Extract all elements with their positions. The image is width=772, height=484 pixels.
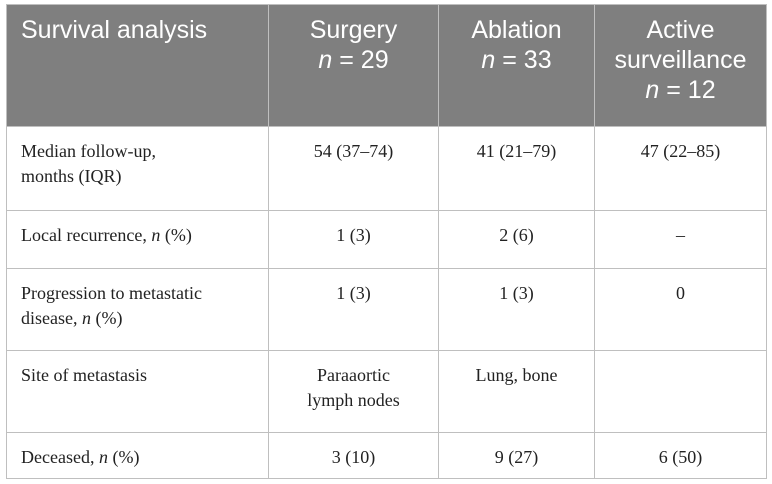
table-row: Site of metastasis Paraaortic lymph node… [6,350,767,433]
cell-ablation: 2 (6) [438,210,595,269]
row-label-followup: Median follow-up, months (IQR) [6,126,269,211]
cell-ablation: 9 (27) [438,432,595,479]
cell-active [594,350,767,433]
header-active-surveillance: Active surveillance n = 12 [594,4,767,127]
table-row: Deceased, n (%) 3 (10) 9 (27) 6 (50) [6,432,767,479]
table-row: Median follow-up, months (IQR) 54 (37–74… [6,126,767,211]
cell-active: 0 [594,268,767,351]
cell-surgery: 1 (3) [268,268,439,351]
table-row: Local recurrence, n (%) 1 (3) 2 (6) – [6,210,767,269]
cell-active: 47 (22–85) [594,126,767,211]
header-row: Survival analysis Surgery n = 29 Ablatio… [6,4,767,127]
cell-surgery: 1 (3) [268,210,439,269]
header-surgery: Surgery n = 29 [268,4,439,127]
cell-surgery: 3 (10) [268,432,439,479]
cell-surgery: 54 (37–74) [268,126,439,211]
cell-active: – [594,210,767,269]
row-label-site: Site of metastasis [6,350,269,433]
cell-ablation: 1 (3) [438,268,595,351]
cell-active: 6 (50) [594,432,767,479]
table-row: Progression to metastatic disease, n (%)… [6,268,767,351]
row-label-progression: Progression to metastatic disease, n (%) [6,268,269,351]
survival-table: Survival analysis Surgery n = 29 Ablatio… [6,4,767,479]
cell-surgery: Paraaortic lymph nodes [268,350,439,433]
cell-ablation: 41 (21–79) [438,126,595,211]
header-ablation: Ablation n = 33 [438,4,595,127]
row-label-local-recurrence: Local recurrence, n (%) [6,210,269,269]
row-label-deceased: Deceased, n (%) [6,432,269,479]
header-survival-analysis: Survival analysis [6,4,269,127]
cell-ablation: Lung, bone [438,350,595,433]
